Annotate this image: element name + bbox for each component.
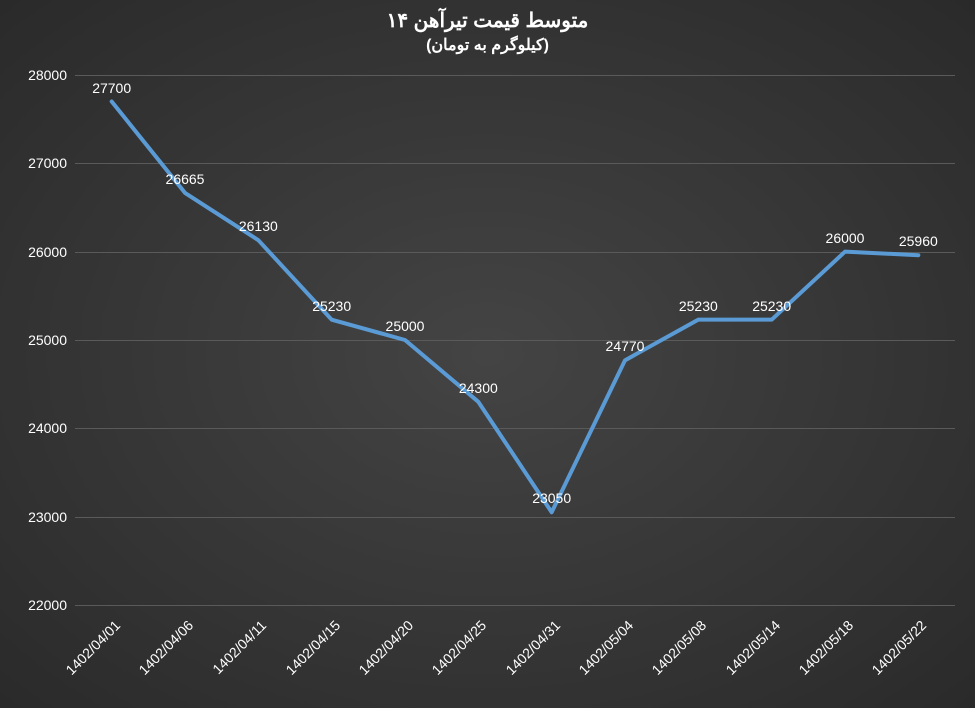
x-axis-label: 1402/05/14 bbox=[722, 617, 783, 678]
chart-title-block: متوسط قیمت تیرآهن ۱۴ (کیلوگرم به تومان) bbox=[0, 8, 975, 55]
data-point-label: 25230 bbox=[312, 298, 351, 314]
chart-subtitle: (کیلوگرم به تومان) bbox=[0, 35, 975, 55]
x-axis-label: 1402/05/22 bbox=[869, 617, 930, 678]
gridline-horizontal bbox=[75, 605, 955, 606]
y-axis-label: 27000 bbox=[7, 155, 67, 171]
x-axis-label: 1402/04/31 bbox=[502, 617, 563, 678]
x-axis-label: 1402/04/25 bbox=[429, 617, 490, 678]
x-axis-label: 1402/04/20 bbox=[355, 617, 416, 678]
y-axis-label: 28000 bbox=[7, 67, 67, 83]
data-point-label: 26000 bbox=[826, 230, 865, 246]
x-axis-label: 1402/04/11 bbox=[210, 617, 270, 677]
data-point-label: 25960 bbox=[899, 233, 938, 249]
x-axis-label: 1402/04/01 bbox=[62, 617, 123, 678]
x-axis-label: 1402/05/18 bbox=[795, 617, 856, 678]
data-point-label: 25230 bbox=[752, 298, 791, 314]
data-point-label: 26130 bbox=[239, 218, 278, 234]
chart-container: متوسط قیمت تیرآهن ۱۴ (کیلوگرم به تومان) … bbox=[0, 0, 975, 708]
x-axis-label: 1402/05/08 bbox=[649, 617, 710, 678]
data-point-label: 25230 bbox=[679, 298, 718, 314]
data-point-label: 23050 bbox=[532, 490, 571, 506]
line-series bbox=[75, 75, 955, 605]
data-point-label: 27700 bbox=[92, 80, 131, 96]
chart-title: متوسط قیمت تیرآهن ۱۴ bbox=[0, 8, 975, 33]
data-point-label: 26665 bbox=[166, 171, 205, 187]
y-axis-label: 25000 bbox=[7, 332, 67, 348]
x-axis-label: 1402/04/06 bbox=[135, 617, 196, 678]
y-axis-label: 26000 bbox=[7, 244, 67, 260]
y-axis-label: 22000 bbox=[7, 597, 67, 613]
data-point-label: 24300 bbox=[459, 380, 498, 396]
y-axis-label: 23000 bbox=[7, 509, 67, 525]
x-axis-label: 1402/05/04 bbox=[575, 617, 636, 678]
data-point-label: 24770 bbox=[606, 338, 645, 354]
y-axis-label: 24000 bbox=[7, 420, 67, 436]
plot-area: 220002300024000250002600027000280001402/… bbox=[75, 75, 955, 605]
x-axis-label: 1402/04/15 bbox=[282, 617, 343, 678]
data-point-label: 25000 bbox=[386, 318, 425, 334]
